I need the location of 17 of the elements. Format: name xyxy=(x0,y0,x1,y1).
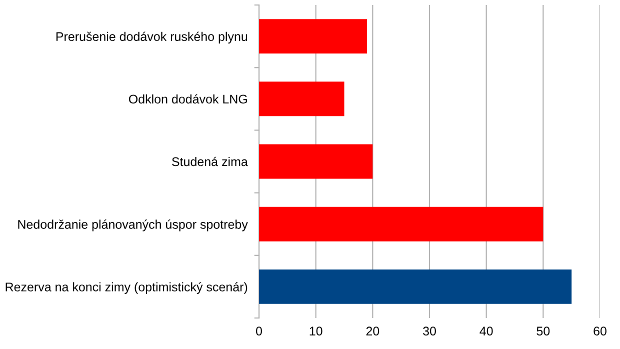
x-tick-label: 50 xyxy=(536,326,550,336)
y-tick-label: Studená zima xyxy=(172,156,248,166)
x-tick-label: 20 xyxy=(366,326,380,336)
bar xyxy=(259,269,572,304)
y-tick-label: Nedodržanie plánovaných úspor spotreby xyxy=(18,219,248,232)
y-tick-label: Odklon dodávok LNG xyxy=(128,94,247,104)
bar xyxy=(259,19,367,54)
x-tick-label: 0 xyxy=(256,326,262,336)
x-tick-label: 60 xyxy=(594,326,606,336)
bar xyxy=(259,144,373,179)
y-tick-label: Rezerva na konci zimy (optimistický scenár) xyxy=(6,282,248,294)
bar xyxy=(259,82,344,116)
bar xyxy=(259,206,544,242)
x-tick-label: 40 xyxy=(480,326,493,336)
x-tick-label: 10 xyxy=(310,326,322,336)
y-tick-label: Prerušenie dodávok ruského plynu xyxy=(56,32,248,44)
x-tick-label: 30 xyxy=(423,326,436,336)
